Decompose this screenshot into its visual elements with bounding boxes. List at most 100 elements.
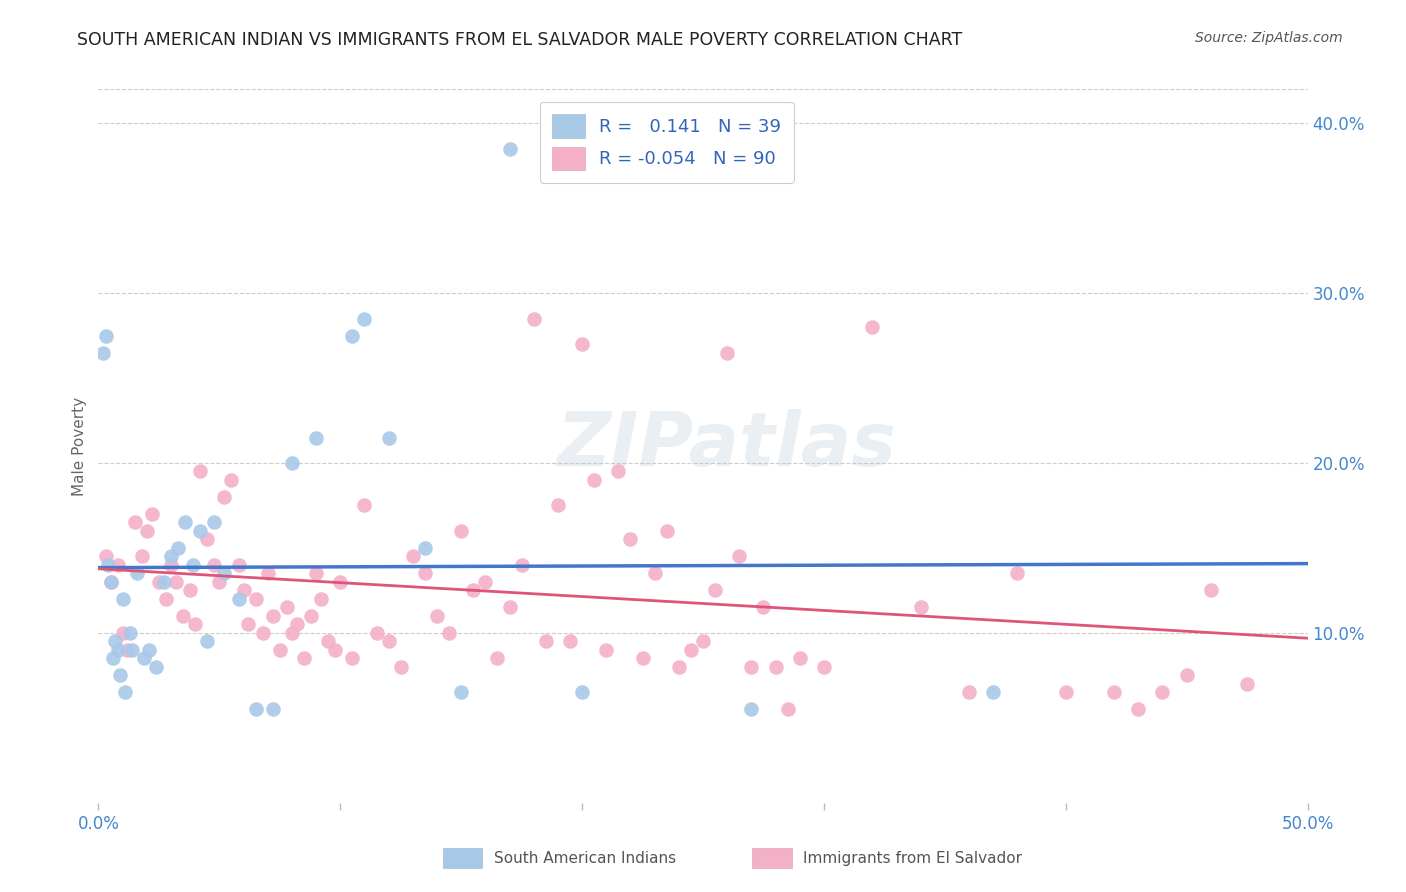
Point (644, 566, 666, 581)
Point (269, 643, 291, 657)
Point (245, 702, 267, 716)
Point (437, 626, 460, 640)
Point (94, 549, 117, 564)
Point (325, 643, 347, 657)
Text: South American Indians: South American Indians (494, 851, 676, 865)
Point (212, 566, 235, 581)
Point (716, 345, 738, 359)
Point (94, 328, 117, 343)
Point (523, 311, 546, 326)
Point (111, 626, 134, 640)
Point (160, 549, 183, 564)
Point (165, 574, 187, 589)
Point (366, 626, 388, 640)
Point (316, 634, 339, 648)
Point (510, 558, 533, 572)
Point (108, 668, 131, 682)
Point (100, 574, 122, 589)
Point (474, 574, 496, 589)
Point (1054, 685, 1077, 699)
Point (813, 660, 835, 674)
Point (765, 660, 787, 674)
Point (450, 524, 472, 538)
Point (752, 600, 775, 615)
Point (91, 345, 114, 359)
Point (776, 702, 799, 716)
Point (1236, 677, 1258, 691)
Point (486, 651, 509, 665)
Point (299, 608, 322, 623)
Point (121, 643, 143, 657)
Point (571, 337, 593, 351)
Point (910, 600, 932, 615)
Point (631, 651, 654, 665)
Point (377, 430, 399, 444)
Point (145, 660, 167, 674)
Point (285, 617, 308, 632)
Point (262, 702, 284, 716)
Point (342, 651, 364, 665)
Point (97, 558, 120, 572)
Point (184, 617, 207, 632)
Point (498, 142, 520, 156)
Point (377, 634, 399, 648)
Point (353, 499, 375, 513)
Point (262, 608, 284, 623)
Point (100, 574, 122, 589)
Point (692, 634, 714, 648)
Point (188, 524, 211, 538)
Text: Immigrants from El Salvador: Immigrants from El Salvador (803, 851, 1022, 865)
Point (135, 524, 157, 538)
Point (389, 660, 412, 674)
Point (1175, 668, 1198, 682)
Point (204, 558, 226, 572)
Point (607, 465, 630, 479)
Point (188, 465, 211, 479)
Point (498, 600, 520, 615)
Point (655, 524, 678, 538)
Point (204, 516, 226, 530)
Point (292, 651, 315, 665)
Point (117, 643, 139, 657)
Point (1128, 702, 1150, 716)
Point (276, 600, 298, 615)
Point (107, 558, 129, 572)
Text: Source: ZipAtlas.com: Source: ZipAtlas.com (1195, 31, 1343, 45)
Point (107, 643, 129, 657)
Point (256, 566, 278, 581)
Point (789, 651, 811, 665)
Point (704, 583, 727, 598)
Point (1007, 566, 1029, 581)
Point (252, 626, 274, 640)
Point (160, 558, 183, 572)
Point (212, 490, 235, 504)
Point (195, 634, 218, 648)
Point (127, 566, 149, 581)
Point (413, 541, 436, 555)
Point (281, 626, 304, 640)
Point (181, 558, 204, 572)
Point (111, 591, 134, 606)
Point (1152, 685, 1174, 699)
Point (342, 328, 364, 343)
Y-axis label: Male Poverty: Male Poverty (72, 396, 87, 496)
Point (138, 643, 160, 657)
Point (860, 320, 883, 334)
Point (309, 591, 332, 606)
Point (1199, 583, 1222, 598)
Point (679, 643, 702, 657)
Point (104, 634, 127, 648)
Point (208, 574, 231, 589)
Point (740, 660, 762, 674)
Point (595, 643, 617, 657)
Point (740, 702, 762, 716)
Point (305, 430, 328, 444)
Point (141, 507, 163, 521)
Point (152, 574, 174, 589)
Point (668, 660, 690, 674)
Text: ZIPatlas: ZIPatlas (557, 409, 897, 483)
Point (134, 651, 156, 665)
Legend: R =   0.141   N = 39, R = -0.054   N = 90: R = 0.141 N = 39, R = -0.054 N = 90 (540, 102, 794, 183)
Point (179, 583, 201, 598)
Point (124, 516, 146, 530)
